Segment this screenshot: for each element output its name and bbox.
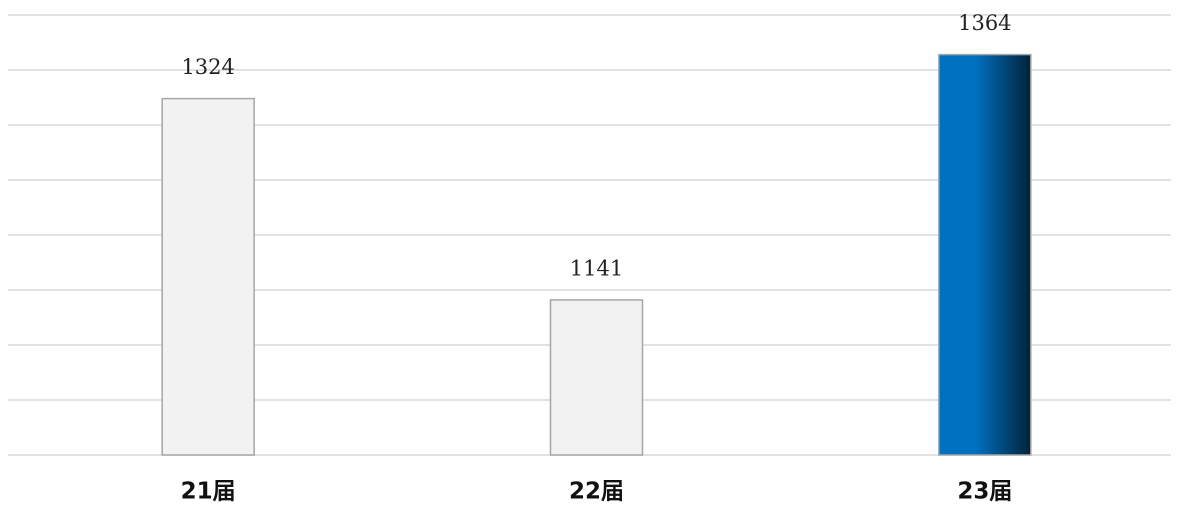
bar (161, 97, 255, 456)
value-label: 1324 (181, 55, 234, 79)
bar (549, 299, 644, 456)
x-tick-label: 21届 (181, 479, 236, 505)
x-tick-label: 22届 (569, 479, 624, 505)
value-label: 1364 (958, 11, 1011, 35)
value-label: 1141 (570, 256, 623, 280)
x-tick-label: 23届 (957, 479, 1012, 505)
bar (938, 53, 1032, 456)
